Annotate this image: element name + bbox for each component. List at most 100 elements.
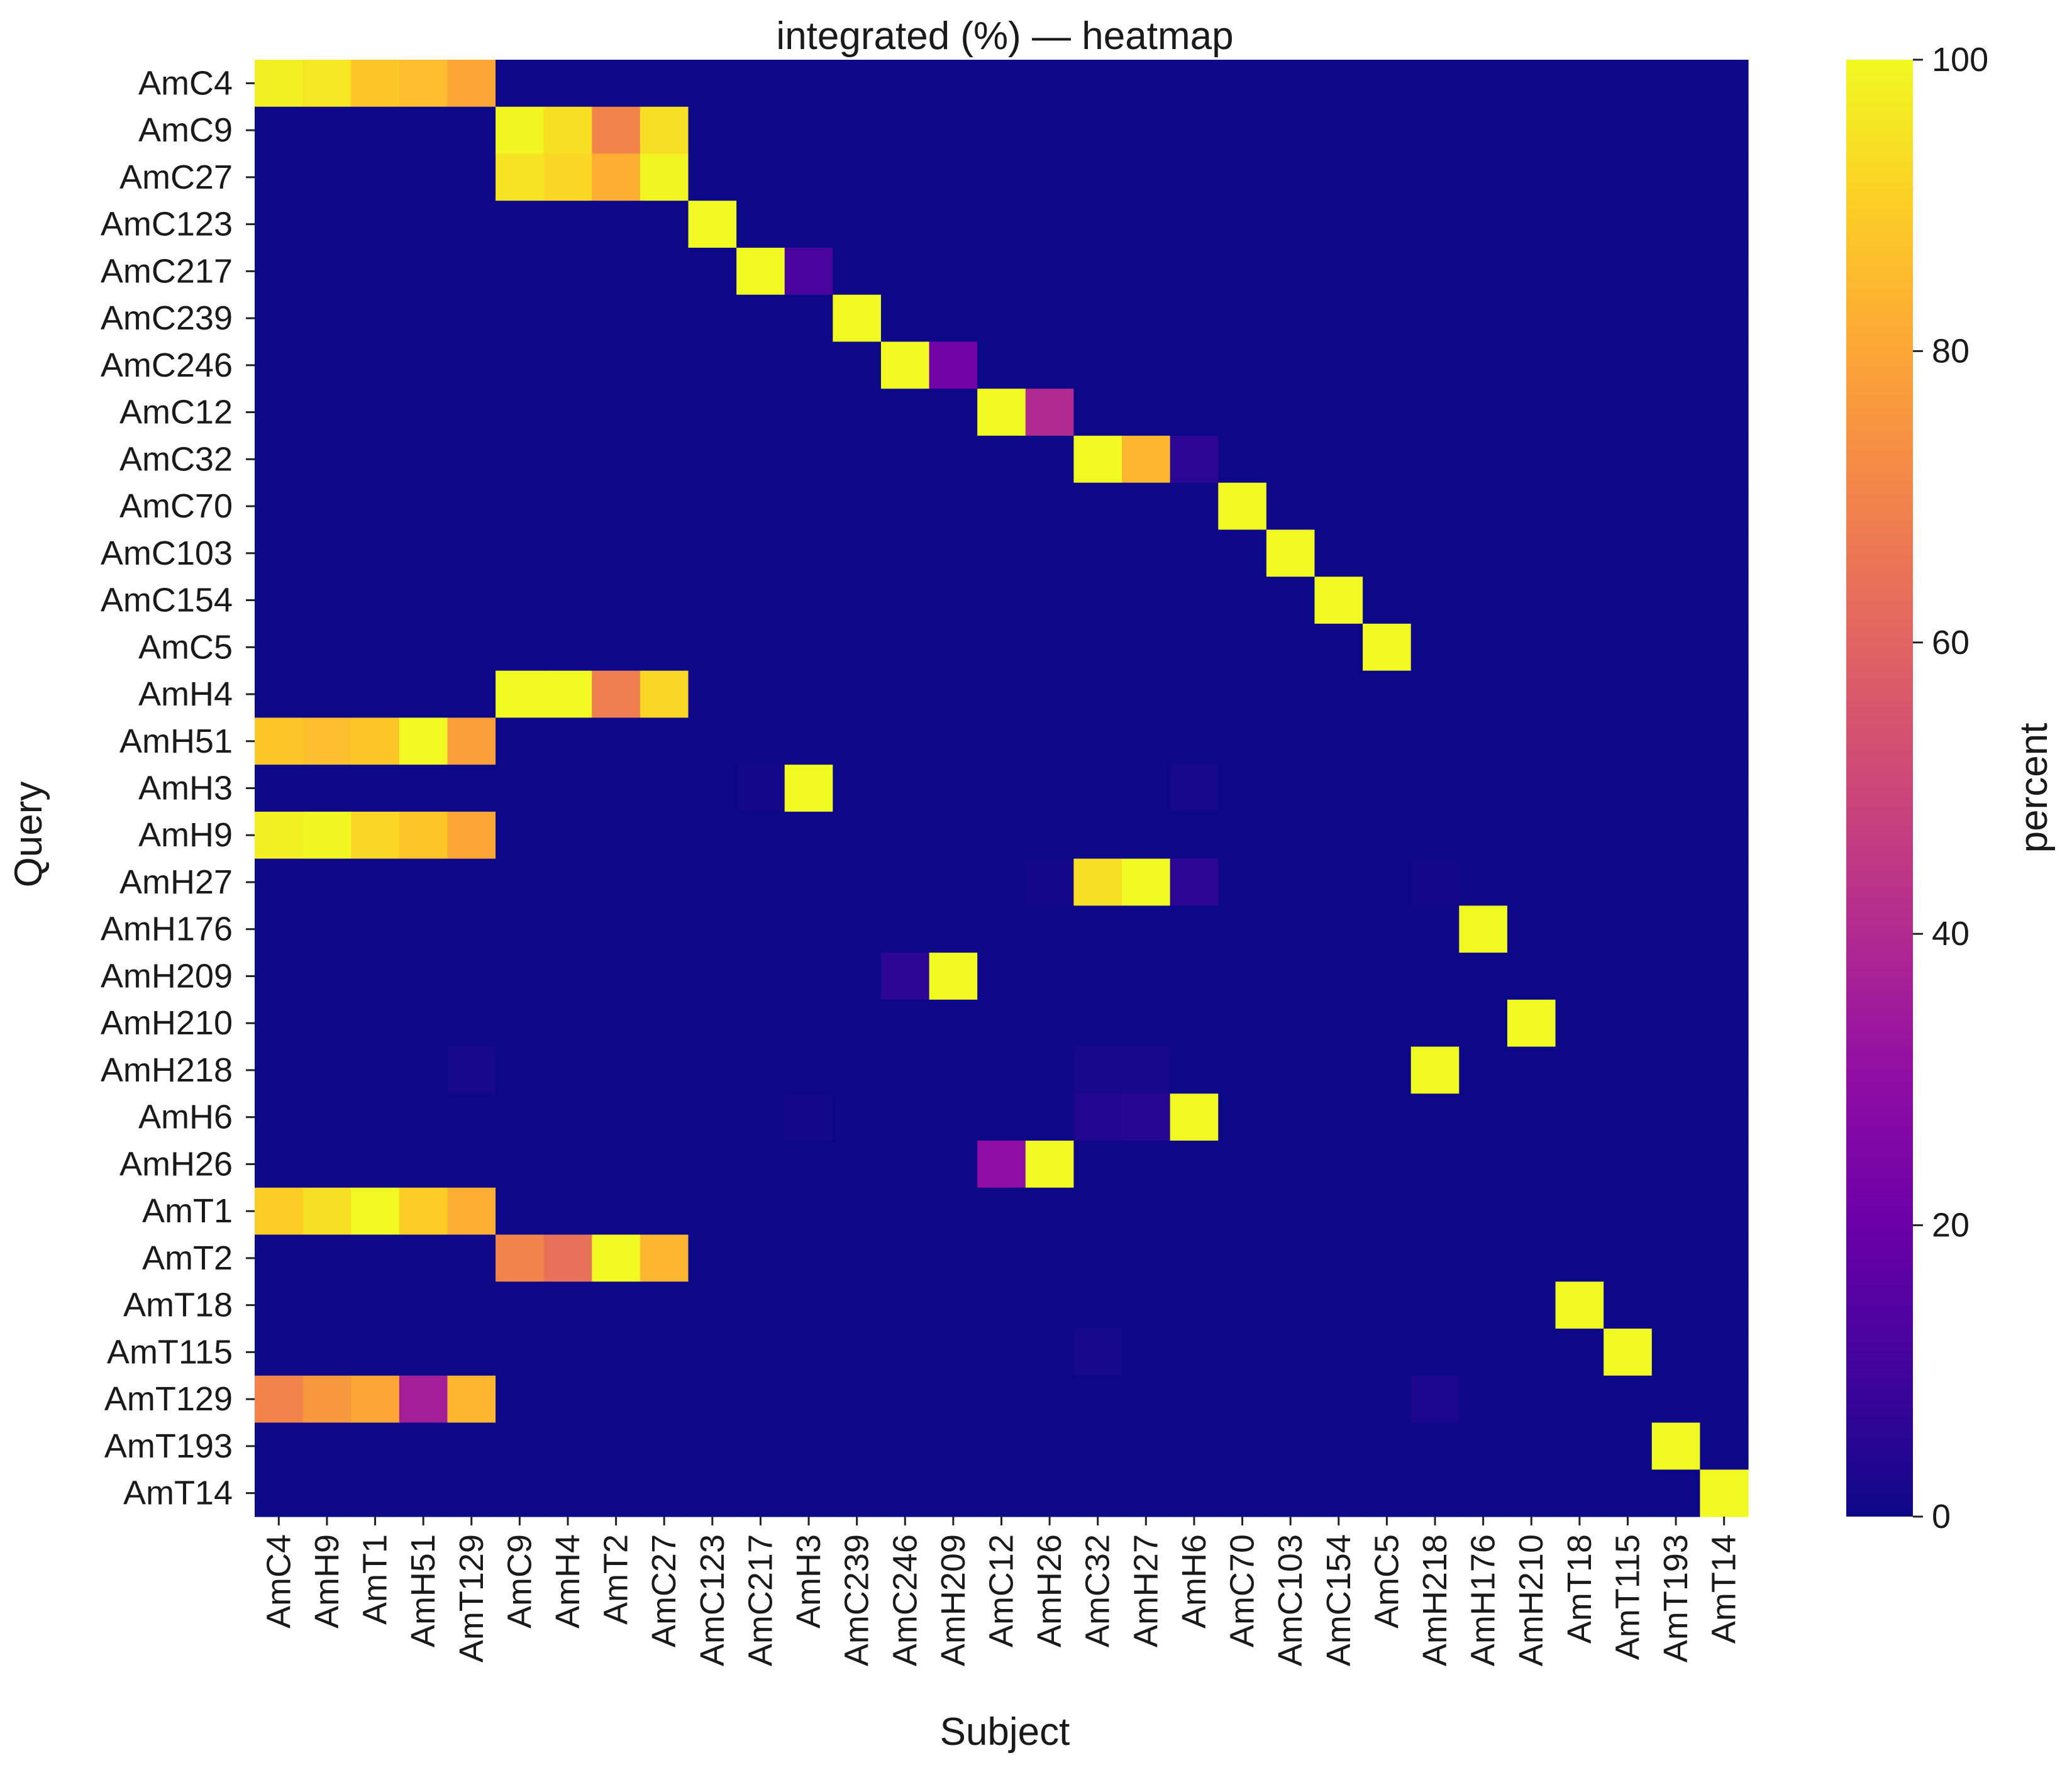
heatmap-cell (1459, 999, 1508, 1048)
heatmap-cell (640, 1281, 689, 1329)
heatmap-cell (833, 1375, 882, 1424)
heatmap-cell (640, 106, 689, 155)
heatmap-cell (1122, 247, 1171, 296)
heatmap-cell (1363, 1046, 1412, 1094)
y-tick-label: AmH3 (138, 770, 233, 807)
heatmap-cell (1218, 623, 1267, 672)
y-tick-label: AmT1 (142, 1192, 233, 1230)
heatmap-cell (1459, 717, 1508, 765)
heatmap-cell (1459, 577, 1508, 624)
heatmap-cell (1266, 717, 1316, 765)
heatmap-cell (592, 201, 641, 248)
heatmap-cell (1555, 294, 1604, 343)
colorbar-tick-label: 80 (1932, 332, 1970, 370)
heatmap-cell (592, 1422, 641, 1470)
heatmap-cell (1651, 953, 1700, 1000)
heatmap-cell (1555, 577, 1604, 624)
heatmap-cell (1314, 1375, 1363, 1424)
heatmap-cell (543, 106, 592, 155)
heatmap-cell (1025, 106, 1075, 155)
heatmap-cell (784, 999, 833, 1048)
x-tick-label: AmH6 (1175, 1534, 1213, 1629)
heatmap-cell (543, 1375, 592, 1424)
heatmap-cell (399, 106, 448, 155)
heatmap-cell (1651, 1375, 1700, 1424)
heatmap-cell (1073, 1329, 1122, 1376)
heatmap-cell (592, 106, 641, 155)
heatmap-cell (640, 1375, 689, 1424)
heatmap-cell (736, 717, 785, 765)
heatmap-cell (688, 905, 737, 953)
heatmap-cell (1604, 529, 1653, 577)
heatmap-cell (929, 1469, 978, 1517)
heatmap-cell (1410, 389, 1460, 436)
heatmap-cell (640, 811, 689, 860)
heatmap-cell (1363, 765, 1412, 812)
heatmap-cell (1604, 435, 1653, 484)
x-tick-label: AmT129 (453, 1534, 490, 1662)
heatmap-cell (688, 1093, 737, 1141)
heatmap-cell (351, 765, 400, 812)
heatmap-cell (784, 435, 833, 484)
heatmap-cell (1363, 905, 1412, 953)
x-tick-label: AmT193 (1657, 1534, 1695, 1662)
heatmap-cell (736, 106, 785, 155)
heatmap-cell (1555, 811, 1604, 860)
heatmap-cell (1459, 765, 1508, 812)
heatmap-cell (736, 1281, 785, 1329)
heatmap-cell (1170, 341, 1219, 389)
heatmap-cell (496, 435, 545, 484)
heatmap-cell (447, 623, 496, 672)
heatmap-cell (736, 1046, 785, 1094)
colorbar-tick-label: 20 (1932, 1207, 1970, 1244)
heatmap-cell (1604, 1469, 1653, 1517)
heatmap-cell (1604, 153, 1653, 201)
heatmap-cell (1218, 1187, 1267, 1236)
heatmap-cell (399, 341, 448, 389)
heatmap-cell (1700, 1141, 1749, 1188)
heatmap-cell (1507, 577, 1556, 624)
heatmap-cell (929, 153, 978, 201)
heatmap-cell (977, 1469, 1026, 1517)
heatmap-cell (688, 717, 737, 765)
heatmap-cell (302, 482, 352, 531)
heatmap-cell (399, 577, 448, 624)
heatmap-cell (784, 294, 833, 343)
x-tick-label: AmC9 (501, 1534, 538, 1629)
heatmap-cell (255, 858, 304, 906)
heatmap-cell (1266, 201, 1316, 248)
heatmap-cell (1218, 435, 1267, 484)
heatmap-cell (1170, 858, 1219, 906)
heatmap-cell (1700, 1281, 1749, 1329)
heatmap-cell (1363, 247, 1412, 296)
heatmap-cell (929, 765, 978, 812)
heatmap-cell (1170, 1329, 1219, 1376)
heatmap-cell (543, 1329, 592, 1376)
heatmap-cell (592, 811, 641, 860)
x-tick-label: AmH51 (404, 1534, 442, 1647)
heatmap-cell (833, 1329, 882, 1376)
heatmap-cell (255, 247, 304, 296)
heatmap-cell (1700, 811, 1749, 860)
heatmap-cell (302, 60, 352, 108)
heatmap-cell (1025, 999, 1075, 1048)
heatmap-cell (977, 153, 1026, 201)
heatmap-cell (1700, 294, 1749, 343)
heatmap-cell (929, 1234, 978, 1282)
heatmap-cell (736, 905, 785, 953)
heatmap-cell (929, 482, 978, 531)
heatmap-cell (447, 670, 496, 718)
heatmap-cell (1363, 153, 1412, 201)
heatmap-cell (1410, 999, 1460, 1048)
heatmap-cell (929, 1187, 978, 1236)
heatmap-cell (977, 1141, 1026, 1188)
heatmap-cell (1122, 765, 1171, 812)
heatmap-cell (833, 1046, 882, 1094)
heatmap-cell (736, 201, 785, 248)
heatmap-cell (399, 670, 448, 718)
heatmap-cell (688, 247, 737, 296)
heatmap-cell (1073, 577, 1122, 624)
heatmap-cell (1122, 529, 1171, 577)
heatmap-cell (255, 1329, 304, 1376)
heatmap-cell (302, 201, 352, 248)
